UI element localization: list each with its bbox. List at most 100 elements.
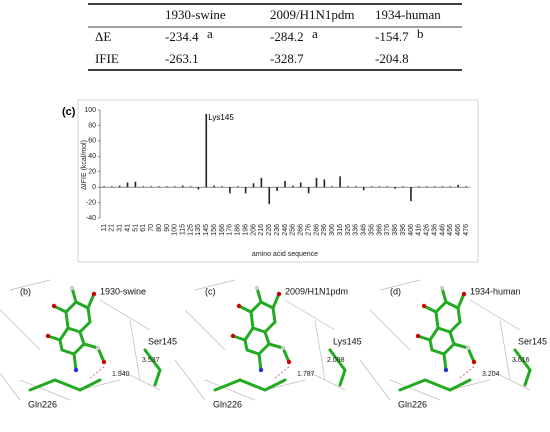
ligand-bond bbox=[257, 352, 263, 372]
ligand-bond bbox=[82, 342, 100, 350]
residue-bond bbox=[213, 378, 242, 392]
bar bbox=[221, 186, 223, 188]
bar bbox=[197, 187, 200, 190]
bar bbox=[103, 186, 105, 188]
x-tick-label: 196 bbox=[242, 224, 249, 236]
x-tick-label: 61 bbox=[140, 224, 147, 232]
cell: -328.7 bbox=[270, 51, 304, 66]
residue-bond bbox=[448, 378, 472, 392]
x-tick-label: 90 bbox=[164, 224, 171, 232]
bar bbox=[126, 182, 129, 188]
bar bbox=[260, 177, 263, 188]
ligand-bond bbox=[243, 326, 255, 342]
residue-bond bbox=[28, 378, 57, 392]
bar bbox=[244, 187, 247, 194]
x-tick-label: 51 bbox=[132, 224, 139, 232]
bar bbox=[111, 186, 113, 188]
ligand-bond bbox=[428, 338, 434, 352]
atom bbox=[101, 359, 107, 365]
bar bbox=[150, 186, 152, 188]
backbone-line bbox=[194, 279, 236, 291]
ligand-bond bbox=[434, 310, 440, 330]
y-axis-label: ΔIFIE (kcal/mol) bbox=[81, 140, 88, 190]
x-tick-label: 156 bbox=[211, 224, 218, 236]
residue-bond bbox=[238, 378, 267, 392]
ligand-bond bbox=[436, 326, 452, 334]
ligand-bond bbox=[96, 346, 106, 364]
residue-bond bbox=[328, 348, 347, 372]
distance: 3.616 bbox=[512, 357, 530, 364]
distance: 1.940 bbox=[112, 371, 130, 378]
residue-bond bbox=[78, 378, 102, 392]
panel-label: (b) bbox=[20, 286, 31, 296]
bar bbox=[158, 186, 160, 188]
bar bbox=[299, 182, 302, 188]
distance: 3.537 bbox=[142, 357, 160, 364]
x-tick-label: 236 bbox=[274, 224, 281, 236]
x-tick-label: 346 bbox=[361, 224, 368, 236]
residue-label: Ser145 bbox=[148, 336, 177, 346]
bar bbox=[370, 186, 373, 188]
x-tick-label: 266 bbox=[298, 224, 305, 236]
backbone-line bbox=[314, 319, 326, 381]
x-tick-label: 135 bbox=[195, 224, 202, 236]
y-tick-label: -40 bbox=[86, 215, 96, 222]
distance: 2.098 bbox=[327, 357, 345, 364]
ligand-bond bbox=[430, 348, 446, 356]
residue-bond bbox=[153, 368, 162, 387]
backbone-line bbox=[499, 319, 511, 381]
backbone-line bbox=[284, 299, 336, 331]
ligand-bond bbox=[86, 306, 92, 324]
column-header: 1934-human bbox=[375, 7, 441, 22]
atom bbox=[45, 333, 51, 339]
panel-label: (c) bbox=[62, 106, 76, 118]
ligand-bond bbox=[251, 326, 267, 334]
bar bbox=[229, 187, 231, 194]
residue-label: Gln226 bbox=[213, 399, 242, 409]
y-tick-label: 80 bbox=[88, 122, 96, 129]
residue-label: Ser145 bbox=[518, 336, 547, 346]
bar bbox=[362, 187, 365, 191]
ligand-bond bbox=[58, 338, 64, 352]
ligand-bond bbox=[78, 320, 92, 334]
distance: 3.204 bbox=[482, 371, 500, 378]
residue-bond bbox=[423, 378, 452, 392]
bar bbox=[418, 186, 420, 188]
cell: -234.4 bbox=[165, 29, 199, 44]
bar bbox=[323, 179, 326, 188]
backbone-line bbox=[174, 359, 206, 401]
annotation: Lys145 bbox=[208, 113, 234, 122]
residue-bond bbox=[143, 348, 162, 372]
bar bbox=[252, 183, 255, 188]
ligand-bond bbox=[243, 338, 249, 352]
x-tick-label: 246 bbox=[282, 224, 289, 236]
bar bbox=[402, 186, 404, 188]
atom bbox=[51, 303, 57, 309]
atom bbox=[461, 291, 467, 297]
ligand-bond bbox=[267, 342, 285, 350]
backbone-line bbox=[19, 379, 71, 401]
ligand-bond bbox=[428, 326, 440, 342]
atom bbox=[415, 333, 421, 339]
y-tick-label: 20 bbox=[88, 169, 96, 176]
residue-bond bbox=[338, 368, 347, 387]
bar bbox=[268, 187, 271, 205]
ligand-bond bbox=[263, 330, 271, 346]
atom bbox=[69, 285, 75, 291]
backbone-line bbox=[9, 279, 51, 291]
backbone-line bbox=[0, 309, 41, 351]
x-tick-label: 216 bbox=[258, 224, 265, 236]
bar bbox=[181, 185, 184, 188]
bar bbox=[394, 187, 397, 189]
ligand-bond bbox=[466, 346, 476, 364]
x-tick-label: 416 bbox=[416, 224, 423, 236]
backbone-line bbox=[379, 279, 421, 291]
bar bbox=[276, 187, 278, 191]
x-tick-label: 466 bbox=[455, 224, 462, 236]
hbond bbox=[89, 365, 106, 379]
bar bbox=[284, 180, 286, 188]
atom bbox=[230, 333, 236, 339]
x-tick-label: 326 bbox=[345, 224, 352, 236]
ligand-bond bbox=[444, 300, 460, 310]
atom bbox=[276, 291, 282, 297]
